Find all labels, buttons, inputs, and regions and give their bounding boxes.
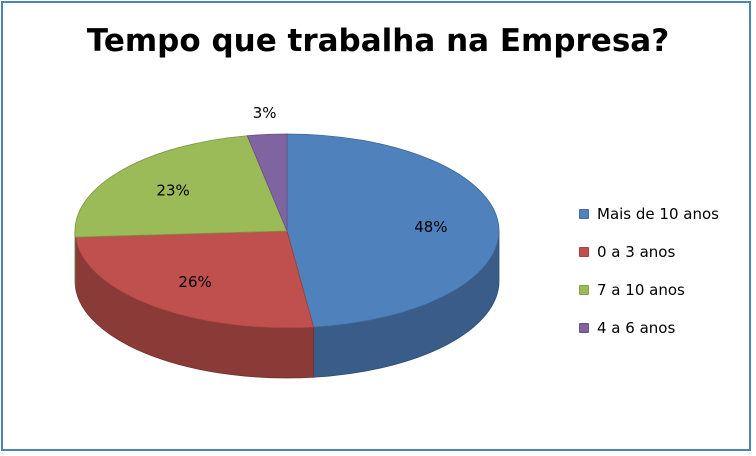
legend-label: 4 a 6 anos xyxy=(597,319,676,337)
pie-slice-mais-de-10-anos xyxy=(286,133,500,328)
legend-swatch xyxy=(579,209,589,219)
legend-label: 0 a 3 anos xyxy=(597,243,676,261)
legend-label: Mais de 10 anos xyxy=(597,205,719,223)
pie-label-4-a-6-anos: 3% xyxy=(253,104,277,122)
legend-item-7-a-10-anos: 7 a 10 anos xyxy=(579,271,719,309)
pie-label-0-a-3-anos: 26% xyxy=(178,273,211,291)
legend-swatch xyxy=(579,285,589,295)
pie-labels: 48% 26% 23% 3% xyxy=(156,104,447,291)
pie-label-7-a-10-anos: 23% xyxy=(156,182,189,200)
legend-label: 7 a 10 anos xyxy=(597,281,685,299)
pie-slice-7-a-10-anos xyxy=(74,135,288,238)
legend-item-4-a-6-anos: 4 a 6 anos xyxy=(579,309,719,347)
legend: Mais de 10 anos 0 a 3 anos 7 a 10 anos 4 a … xyxy=(579,195,719,347)
pie-label-mais-de-10-anos: 48% xyxy=(414,218,447,236)
pie-slice-0-a-3-anos xyxy=(74,230,315,329)
legend-item-mais-de-10-anos: Mais de 10 anos xyxy=(579,195,719,233)
legend-item-0-a-3-anos: 0 a 3 anos xyxy=(579,233,719,271)
legend-swatch xyxy=(579,323,589,333)
legend-swatch xyxy=(579,247,589,257)
pie-tops xyxy=(74,133,500,329)
chart-frame: Tempo que trabalha na Empresa? 48% 26% 23%… xyxy=(1,1,751,451)
pie-slice-4-a-6-anos xyxy=(246,133,288,232)
pie-chart: 48% 26% 23% 3% xyxy=(74,104,500,379)
chart-title: Tempo que trabalha na Empresa? xyxy=(86,23,670,59)
